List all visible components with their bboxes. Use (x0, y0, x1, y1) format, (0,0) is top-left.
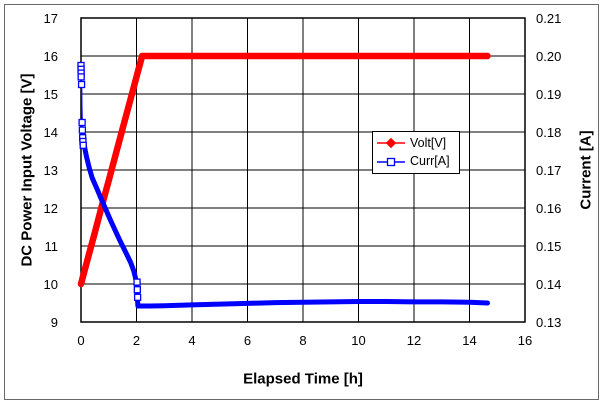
y-left-tick-label: 9 (50, 314, 58, 330)
x-tick-label: 10 (351, 333, 366, 348)
y-left-tick-label: 13 (43, 162, 58, 178)
y-left-tick-label: 17 (43, 10, 58, 26)
series-marker (133, 286, 141, 294)
x-tick-label: 8 (299, 333, 307, 348)
y-left-tick-label: 12 (43, 200, 58, 216)
series-marker (78, 126, 87, 134)
y-right-tick-label: 0.13 (536, 314, 562, 330)
volt-series-marker-icon (377, 138, 405, 149)
y-left-tick-label: 16 (43, 48, 58, 64)
y-axis-right-title: Current [A] (577, 130, 595, 210)
y-right-tick-label: 0.19 (536, 86, 562, 102)
x-tick-label: 14 (462, 333, 477, 348)
legend-entry-curr: Curr[A] (376, 155, 459, 168)
x-tick-label: 16 (517, 333, 533, 348)
x-tick-label: 6 (243, 333, 252, 348)
y-right-tick-label: 0.16 (536, 200, 562, 216)
legend-entry-volt: Volt[V] (376, 135, 459, 150)
y-right-tick-label: 0.15 (536, 238, 562, 254)
series-line-thin (80, 76, 84, 131)
x-tick-label: 2 (132, 333, 141, 348)
series-marker (77, 73, 85, 81)
y-left-tick-label: 11 (44, 238, 59, 254)
y-left-tick-label: 15 (43, 86, 58, 102)
y-left-tick-label: 14 (43, 124, 58, 140)
series-marker (133, 278, 141, 286)
x-tick-label: 4 (188, 333, 196, 348)
legend: Volt[V] Curr[A] (372, 131, 460, 174)
x-tick-label: 12 (406, 333, 422, 348)
y-right-tick-label: 0.17 (536, 162, 562, 178)
y-right-tick-label: 0.20 (536, 48, 562, 64)
series-marker (79, 141, 87, 149)
y-right-tick-label: 0.21 (536, 10, 562, 26)
y-right-tick-label: 0.14 (536, 276, 562, 292)
series-marker (77, 80, 86, 89)
x-axis-title: Elapsed Time [h] (243, 370, 363, 388)
series-line (77, 52, 491, 288)
legend-label-volt: Volt[V] (410, 135, 447, 150)
series-line (79, 127, 490, 309)
y-left-tick-label: 10 (43, 276, 58, 292)
x-tick-label: 0 (77, 333, 85, 348)
legend-label-curr: Curr[A] (410, 154, 450, 169)
series-marker (133, 293, 142, 301)
curr-series-marker-icon (377, 157, 405, 166)
series-marker (78, 118, 86, 127)
plot-border (80, 17, 526, 323)
y-right-tick-label: 0.18 (536, 124, 562, 140)
